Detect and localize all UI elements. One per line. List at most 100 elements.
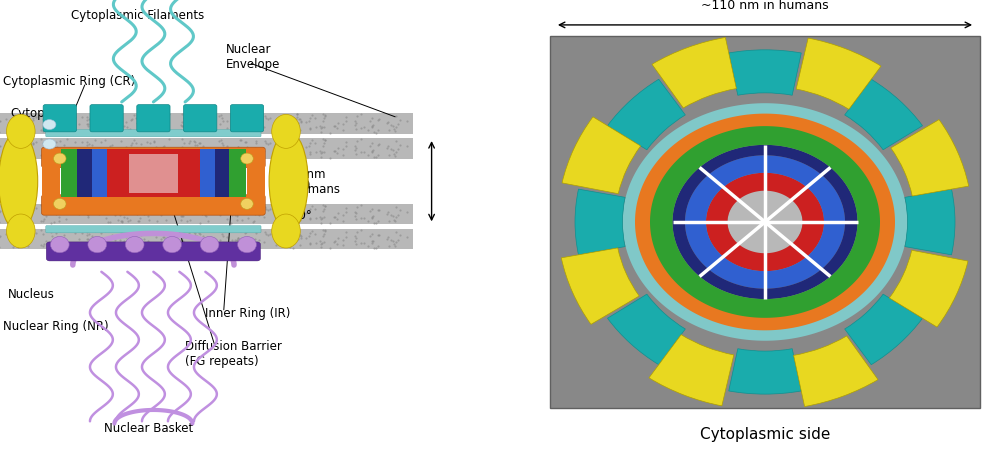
Point <box>353 149 369 156</box>
Point <box>0 219 7 226</box>
Wedge shape <box>796 38 881 109</box>
Point <box>173 217 189 224</box>
Point <box>161 201 177 208</box>
Point <box>302 230 318 237</box>
Text: Nuclear Basket: Nuclear Basket <box>104 422 193 434</box>
Point <box>356 214 372 222</box>
Point <box>59 111 75 118</box>
Point <box>248 205 264 212</box>
Point <box>0 147 5 154</box>
Point <box>25 230 41 237</box>
Point <box>293 142 309 149</box>
Point <box>314 214 330 222</box>
Point <box>12 142 28 149</box>
Point <box>293 233 309 240</box>
Circle shape <box>728 188 802 256</box>
Wedge shape <box>889 250 968 327</box>
Point <box>285 129 301 136</box>
Point <box>338 204 354 211</box>
Point <box>293 119 309 126</box>
Point <box>262 205 278 212</box>
Point <box>58 149 74 157</box>
Point <box>289 229 305 236</box>
Point <box>91 120 107 127</box>
Point <box>338 229 354 236</box>
Point <box>124 140 140 147</box>
Point <box>383 236 399 244</box>
Wedge shape <box>652 38 736 108</box>
Point <box>33 136 49 143</box>
Point <box>322 220 338 227</box>
Point <box>176 115 192 122</box>
Point <box>237 229 253 236</box>
Point <box>385 212 401 220</box>
Point <box>191 230 207 237</box>
Polygon shape <box>685 155 845 289</box>
Point <box>312 238 328 245</box>
Point <box>5 214 21 221</box>
Point <box>223 244 239 251</box>
Point <box>114 128 130 135</box>
Point <box>248 202 264 210</box>
Point <box>28 204 44 212</box>
Point <box>8 139 24 146</box>
Point <box>93 114 109 121</box>
Point <box>36 215 52 222</box>
Point <box>284 142 300 149</box>
Point <box>329 240 345 247</box>
Point <box>388 214 404 221</box>
Point <box>5 123 21 130</box>
Point <box>0 232 8 240</box>
Point <box>390 236 406 243</box>
Point <box>44 141 60 149</box>
Point <box>278 227 294 235</box>
Point <box>113 228 129 235</box>
Point <box>126 227 142 234</box>
Point <box>102 208 118 215</box>
Bar <box>121 149 186 197</box>
Point <box>302 150 318 157</box>
Point <box>58 215 74 222</box>
Point <box>289 113 305 120</box>
Point <box>113 203 129 210</box>
Point <box>192 128 208 135</box>
Point <box>0 142 4 149</box>
Point <box>5 239 21 246</box>
Point <box>308 149 324 156</box>
Point <box>293 208 309 215</box>
Bar <box>229 149 246 197</box>
Point <box>102 233 118 240</box>
Point <box>360 126 376 134</box>
Point <box>301 233 317 240</box>
Point <box>364 147 380 154</box>
Point <box>219 125 235 132</box>
Point <box>215 117 231 124</box>
Point <box>237 114 253 121</box>
Point <box>130 127 146 134</box>
FancyBboxPatch shape <box>46 226 261 233</box>
Point <box>118 234 134 241</box>
Point <box>262 115 278 122</box>
Point <box>80 213 96 221</box>
Point <box>173 212 189 219</box>
Point <box>347 233 363 240</box>
Point <box>381 127 397 134</box>
Point <box>383 146 399 153</box>
Point <box>79 138 95 145</box>
Point <box>131 217 147 225</box>
Point <box>229 146 245 154</box>
Point <box>33 111 49 118</box>
Point <box>187 113 203 120</box>
Point <box>229 212 245 219</box>
Point <box>388 123 404 130</box>
Point <box>353 226 369 233</box>
Point <box>229 212 245 219</box>
Point <box>122 241 138 249</box>
Point <box>182 227 198 235</box>
Point <box>5 218 21 226</box>
Point <box>0 233 2 241</box>
Point <box>191 139 207 146</box>
Point <box>246 127 262 134</box>
Point <box>179 127 195 134</box>
Point <box>0 208 2 216</box>
